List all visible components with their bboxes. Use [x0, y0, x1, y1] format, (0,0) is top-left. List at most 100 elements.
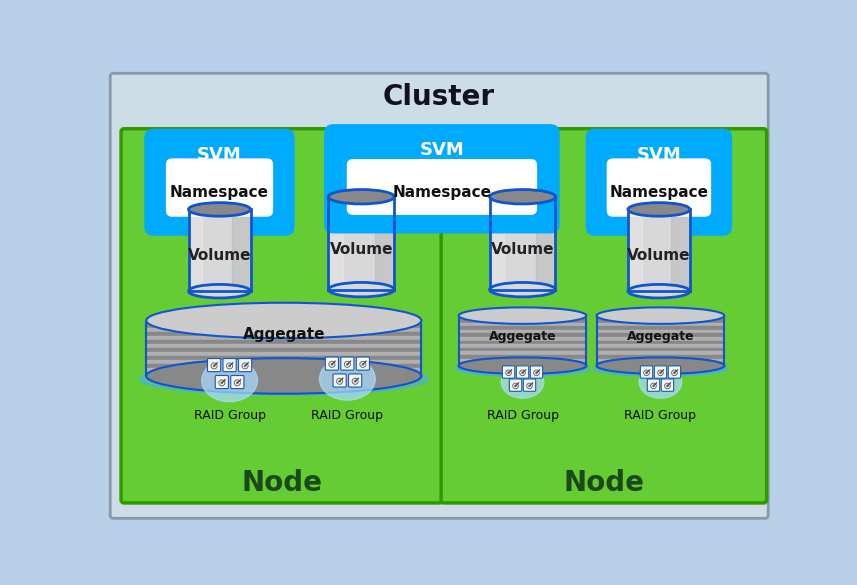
- FancyBboxPatch shape: [215, 376, 229, 388]
- Circle shape: [534, 370, 539, 376]
- Bar: [596, 333, 724, 337]
- Circle shape: [352, 378, 358, 384]
- Ellipse shape: [489, 190, 555, 204]
- Bar: [147, 360, 422, 364]
- Ellipse shape: [458, 307, 586, 324]
- Bar: [458, 333, 586, 337]
- Bar: [458, 337, 586, 340]
- Bar: [596, 355, 724, 359]
- Circle shape: [665, 383, 670, 388]
- FancyBboxPatch shape: [357, 357, 369, 370]
- Polygon shape: [375, 197, 394, 290]
- Bar: [489, 197, 555, 290]
- Circle shape: [360, 362, 366, 367]
- Text: Namespace: Namespace: [393, 185, 491, 200]
- Circle shape: [519, 370, 525, 376]
- FancyBboxPatch shape: [144, 129, 295, 236]
- Circle shape: [331, 363, 333, 365]
- Bar: [458, 362, 586, 366]
- Circle shape: [211, 363, 217, 369]
- Bar: [596, 337, 724, 340]
- FancyBboxPatch shape: [231, 376, 244, 388]
- Bar: [147, 332, 422, 336]
- Ellipse shape: [189, 284, 250, 298]
- FancyBboxPatch shape: [654, 366, 667, 378]
- Bar: [147, 328, 422, 332]
- Ellipse shape: [458, 357, 586, 374]
- Circle shape: [506, 370, 512, 376]
- Bar: [147, 340, 422, 344]
- Circle shape: [237, 382, 238, 384]
- Text: SVM: SVM: [197, 146, 242, 164]
- Bar: [147, 356, 422, 360]
- Bar: [147, 352, 422, 356]
- Bar: [596, 326, 724, 330]
- Text: Volume: Volume: [627, 248, 691, 263]
- Circle shape: [667, 385, 668, 387]
- Bar: [147, 364, 422, 368]
- Polygon shape: [489, 197, 505, 290]
- Circle shape: [337, 378, 343, 384]
- Bar: [147, 368, 422, 372]
- Circle shape: [219, 380, 225, 386]
- FancyBboxPatch shape: [530, 366, 542, 378]
- Ellipse shape: [328, 283, 394, 297]
- Bar: [596, 340, 724, 344]
- Text: Node: Node: [242, 469, 322, 497]
- Ellipse shape: [147, 358, 422, 394]
- Bar: [596, 316, 724, 319]
- Text: Volume: Volume: [491, 242, 554, 257]
- Circle shape: [672, 370, 677, 376]
- Circle shape: [229, 365, 231, 367]
- Polygon shape: [328, 197, 343, 290]
- Bar: [458, 330, 586, 333]
- Bar: [596, 348, 724, 352]
- Circle shape: [645, 372, 647, 374]
- Circle shape: [660, 372, 662, 374]
- Ellipse shape: [628, 202, 690, 216]
- FancyBboxPatch shape: [524, 379, 536, 391]
- Ellipse shape: [147, 303, 422, 338]
- FancyBboxPatch shape: [333, 374, 346, 387]
- Circle shape: [346, 363, 348, 365]
- Bar: [458, 344, 586, 348]
- Text: Aggegate: Aggegate: [626, 330, 694, 343]
- Polygon shape: [628, 209, 642, 291]
- Ellipse shape: [140, 363, 428, 395]
- Text: Namespace: Namespace: [609, 185, 709, 200]
- Circle shape: [512, 383, 518, 388]
- Bar: [458, 340, 586, 344]
- Bar: [458, 319, 586, 323]
- Bar: [458, 316, 586, 319]
- FancyBboxPatch shape: [326, 357, 339, 370]
- Circle shape: [242, 363, 249, 369]
- Circle shape: [221, 382, 223, 384]
- FancyBboxPatch shape: [441, 129, 767, 503]
- Bar: [596, 352, 724, 355]
- FancyBboxPatch shape: [640, 366, 653, 378]
- Bar: [458, 359, 586, 362]
- Text: RAID Group: RAID Group: [487, 409, 559, 422]
- Ellipse shape: [455, 362, 590, 376]
- FancyBboxPatch shape: [647, 379, 660, 391]
- FancyBboxPatch shape: [349, 374, 362, 387]
- Ellipse shape: [501, 366, 544, 398]
- Circle shape: [522, 372, 524, 374]
- Circle shape: [507, 372, 509, 374]
- FancyBboxPatch shape: [347, 159, 537, 215]
- Circle shape: [657, 370, 663, 376]
- FancyBboxPatch shape: [607, 159, 711, 216]
- Circle shape: [234, 380, 240, 386]
- Circle shape: [339, 380, 340, 382]
- FancyBboxPatch shape: [662, 379, 674, 391]
- Text: RAID Group: RAID Group: [625, 409, 697, 422]
- Text: Aggegate: Aggegate: [488, 330, 556, 343]
- Bar: [147, 344, 422, 348]
- Circle shape: [653, 385, 654, 387]
- FancyBboxPatch shape: [516, 366, 529, 378]
- Polygon shape: [671, 209, 690, 291]
- Text: Volume: Volume: [330, 242, 393, 257]
- Bar: [596, 323, 724, 326]
- FancyBboxPatch shape: [121, 129, 443, 503]
- Bar: [458, 348, 586, 352]
